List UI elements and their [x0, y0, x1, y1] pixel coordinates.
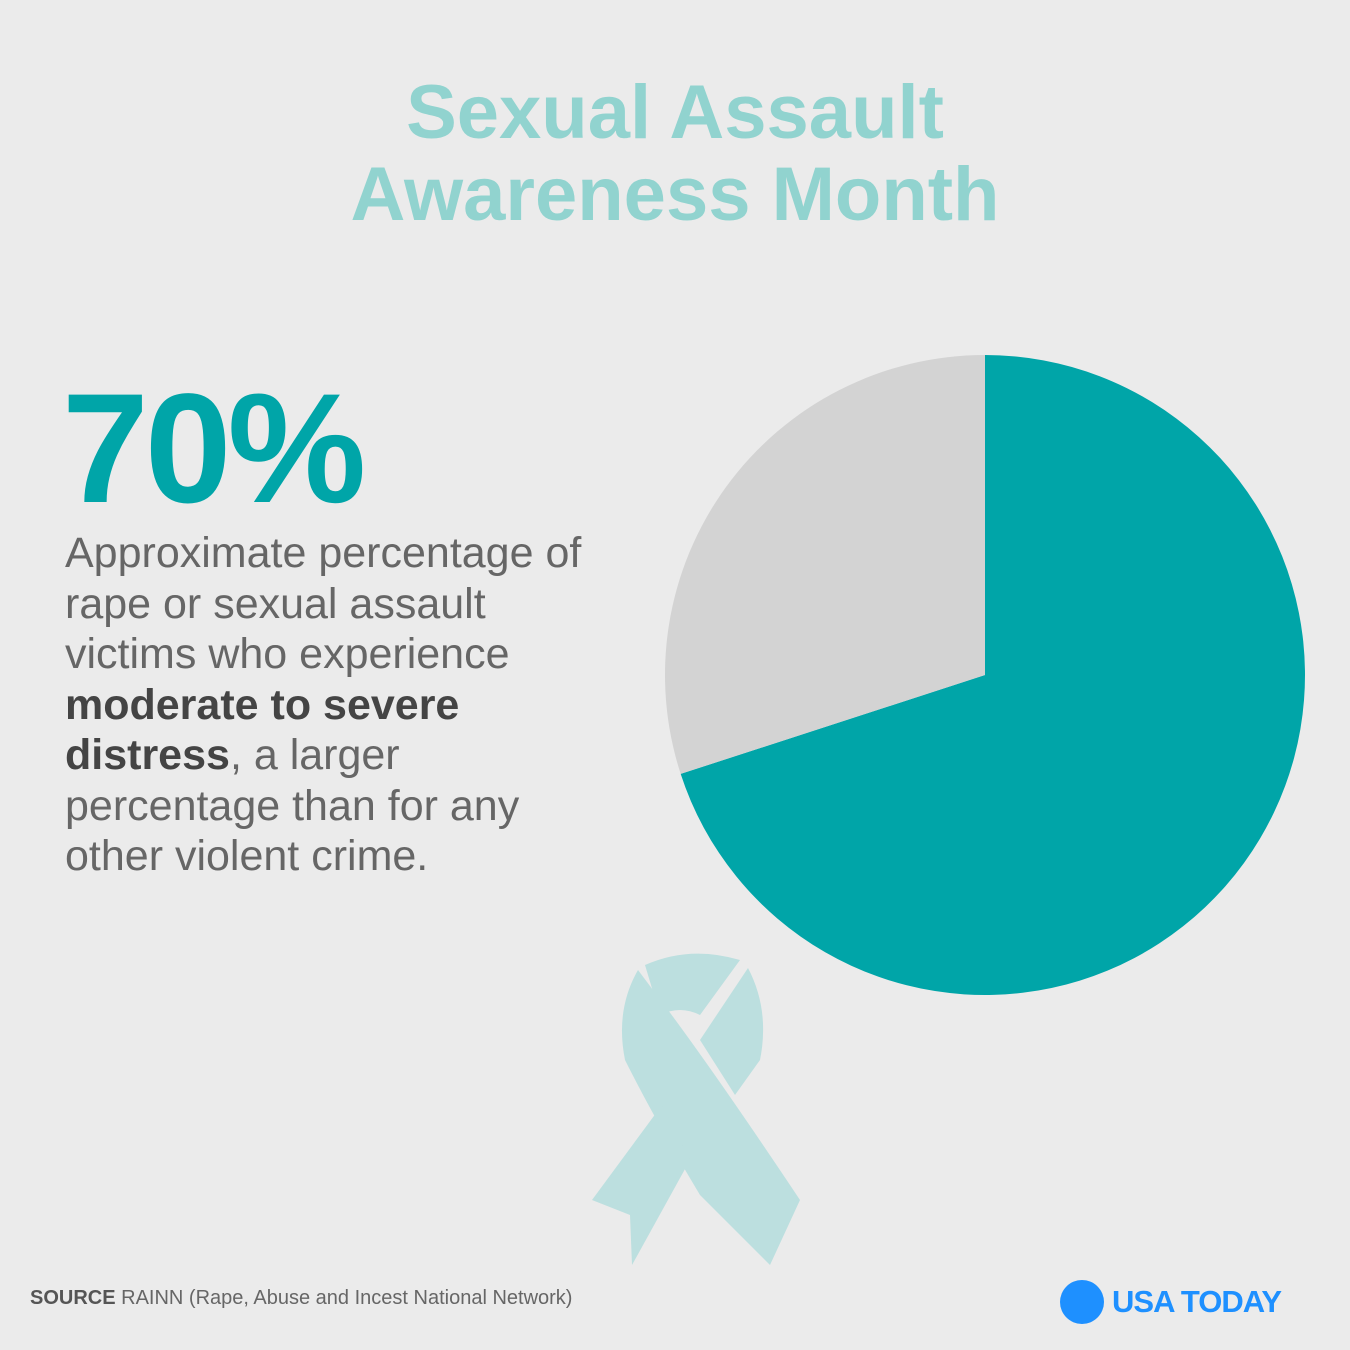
brand-dot — [1060, 1280, 1104, 1324]
pie-slice — [664, 355, 985, 774]
description-emphasis: moderate to severe distress — [65, 680, 460, 780]
source-label: SOURCE — [30, 1287, 116, 1309]
description: Approximate percentage of rape or sexual… — [65, 528, 615, 882]
pie-slice — [680, 355, 1305, 996]
source: SOURCE RAINN (Rape, Abuse and Incest Nat… — [30, 1287, 572, 1310]
description-text: Approximate percentage of rape or sexual… — [65, 529, 582, 678]
brand: USA TODAY — [1112, 1284, 1282, 1319]
description-text: , a larger percentage than for any other… — [65, 731, 520, 880]
source-text: RAINN (Rape, Abuse and Incest National N… — [121, 1287, 573, 1309]
awareness-ribbon — [592, 953, 800, 1265]
chart-title: Sexual Assault Awareness Month — [350, 70, 1000, 237]
value-label: 70% — [62, 362, 366, 536]
